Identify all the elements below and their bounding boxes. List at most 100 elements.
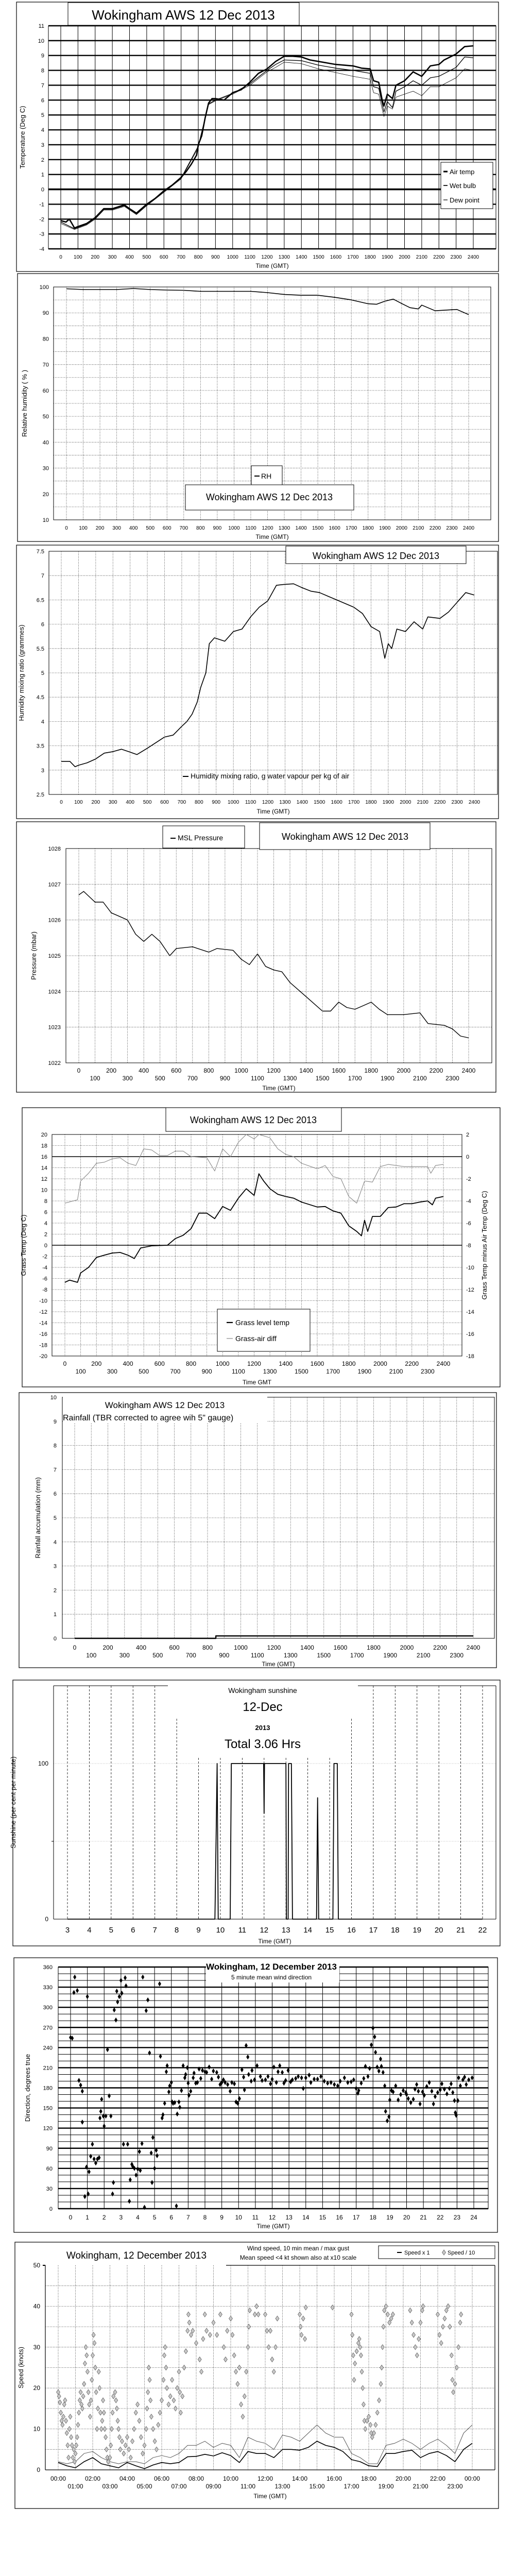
x-tick-label: 22 bbox=[478, 1926, 487, 1935]
speed-x10-point bbox=[239, 2401, 244, 2408]
speed-x10-point bbox=[90, 2377, 94, 2383]
y-tick-label: 8 bbox=[44, 1198, 47, 1205]
speed-x10-point bbox=[111, 2393, 116, 2399]
x-tick-label: 04:00 bbox=[119, 2475, 135, 2482]
speed-x10-point bbox=[160, 2397, 164, 2403]
x-axis-title: Time (GMT) bbox=[258, 1938, 291, 1945]
x-tick-label: 9 bbox=[196, 1926, 200, 1935]
y-tick-label: -2 bbox=[42, 1254, 47, 1260]
y-right-tick-label: -2 bbox=[466, 1176, 471, 1182]
x-tick-label: 600 bbox=[169, 1644, 179, 1651]
direction-point bbox=[210, 2076, 214, 2082]
x-tick-label: 1100 bbox=[245, 526, 256, 531]
speed-x10-point bbox=[368, 2422, 373, 2428]
y-tick-label: 6 bbox=[41, 622, 44, 628]
direction-point bbox=[138, 2149, 141, 2155]
x-tick-label: 1500 bbox=[312, 526, 324, 531]
y-tick-label: 14 bbox=[41, 1165, 47, 1172]
speed-x10-point bbox=[122, 2450, 126, 2456]
speed-x10-point bbox=[120, 2438, 124, 2445]
speed-x10-point bbox=[246, 2344, 250, 2350]
x-tick-label: 900 bbox=[213, 526, 222, 531]
x-tick-label: 18 bbox=[391, 1926, 400, 1935]
chart-title: Wokingham AWS 12 Dec 2013 bbox=[313, 551, 439, 561]
x-tick-label: 2000 bbox=[373, 1360, 387, 1367]
x-tick-label: 01:00 bbox=[67, 2483, 83, 2490]
direction-point bbox=[168, 2083, 171, 2089]
plot-area bbox=[52, 1134, 462, 1357]
speed-x10-point bbox=[244, 2368, 249, 2375]
direction-point bbox=[417, 2089, 420, 2094]
x-tick-label: 900 bbox=[212, 800, 220, 805]
speed-x10-point bbox=[163, 2344, 167, 2350]
x-tick-label: 800 bbox=[194, 255, 203, 260]
chart-0: Wokingham AWS 12 Dec 2013 Air temp Wet bul… bbox=[16, 2, 499, 272]
speed-x10-point bbox=[73, 2450, 78, 2456]
x-tick-label: 19:00 bbox=[378, 2483, 393, 2490]
speed-x10-point bbox=[139, 2434, 143, 2441]
direction-point bbox=[438, 2087, 442, 2093]
legend-box bbox=[162, 825, 245, 849]
direction-point bbox=[374, 2049, 377, 2055]
direction-point bbox=[132, 2165, 136, 2171]
x-axis-title: Time (GMT) bbox=[253, 2493, 286, 2500]
chart-date: 12-Dec bbox=[243, 1700, 282, 1714]
direction-point bbox=[116, 1999, 119, 2005]
speed-x10-point bbox=[98, 2410, 103, 2416]
x-tick-label: 23 bbox=[454, 2214, 461, 2221]
x-tick-label: 22 bbox=[437, 2214, 444, 2221]
speed-x10-point bbox=[178, 2389, 182, 2395]
x-tick-label: 03:00 bbox=[102, 2483, 117, 2490]
direction-point bbox=[309, 2080, 313, 2086]
x-tick-label: 1300 bbox=[283, 1075, 297, 1082]
speed-x10-point bbox=[97, 2385, 102, 2391]
y-axis-title: Sunshine (per cent per minute) bbox=[9, 1756, 17, 1848]
y-tick-label: 6 bbox=[41, 97, 44, 104]
x-tick-label: 400 bbox=[123, 1360, 133, 1367]
direction-point bbox=[240, 2067, 244, 2073]
y-tick-label: 7 bbox=[54, 1467, 57, 1473]
x-tick-label: 15:00 bbox=[309, 2483, 324, 2490]
legend-label: Dew point bbox=[450, 196, 479, 204]
speed-x10-point bbox=[95, 2426, 99, 2432]
x-tick-label: 23:00 bbox=[447, 2483, 462, 2490]
direction-point bbox=[139, 2167, 142, 2173]
direction-point bbox=[106, 2047, 109, 2053]
y-tick-label: 0 bbox=[44, 1243, 47, 1249]
speed-x10-point bbox=[175, 2385, 180, 2391]
x-tick-label: 1400 bbox=[300, 1644, 314, 1651]
speed-x10-point bbox=[408, 2307, 413, 2313]
y-right-tick-label: -12 bbox=[466, 1287, 474, 1293]
y-tick-label: 50 bbox=[33, 2262, 41, 2269]
direction-point bbox=[104, 2113, 108, 2119]
y-axis-title: Speed (knots) bbox=[17, 2347, 25, 2388]
x-tick-label: 2300 bbox=[451, 800, 463, 805]
x-tick-label: 200 bbox=[96, 526, 105, 531]
plot-area bbox=[53, 286, 491, 520]
speed-x10-point bbox=[74, 2442, 79, 2448]
speed-x10-point bbox=[418, 2319, 423, 2326]
speed-x10-point bbox=[145, 2405, 149, 2412]
y-tick-label: 8 bbox=[54, 1443, 57, 1449]
speed-x10-point bbox=[166, 2401, 171, 2408]
direction-point bbox=[371, 2025, 375, 2031]
speed-x10-point bbox=[230, 2332, 235, 2338]
x-tick-label: 600 bbox=[154, 1360, 165, 1367]
x-tick-label: 11:00 bbox=[241, 2483, 255, 2490]
speed-x10-point bbox=[108, 2454, 112, 2461]
x-tick-label: 200 bbox=[102, 1644, 113, 1651]
speed-x10-point bbox=[130, 2438, 134, 2445]
y-tick-label: 3.5 bbox=[37, 743, 44, 750]
y-right-tick-label: -18 bbox=[466, 1353, 474, 1360]
x-tick-label: 1300 bbox=[284, 1652, 298, 1659]
y-tick-label: 3 bbox=[41, 768, 44, 774]
direction-point bbox=[461, 2077, 465, 2082]
y-tick-label: 60 bbox=[43, 388, 49, 394]
speed-x10-point bbox=[352, 2377, 356, 2383]
direction-point bbox=[242, 2074, 246, 2080]
y-tick-label: -20 bbox=[39, 1353, 47, 1360]
speed-x10-point bbox=[81, 2393, 85, 2399]
direction-point bbox=[148, 2050, 151, 2056]
legend-box bbox=[217, 1309, 311, 1352]
